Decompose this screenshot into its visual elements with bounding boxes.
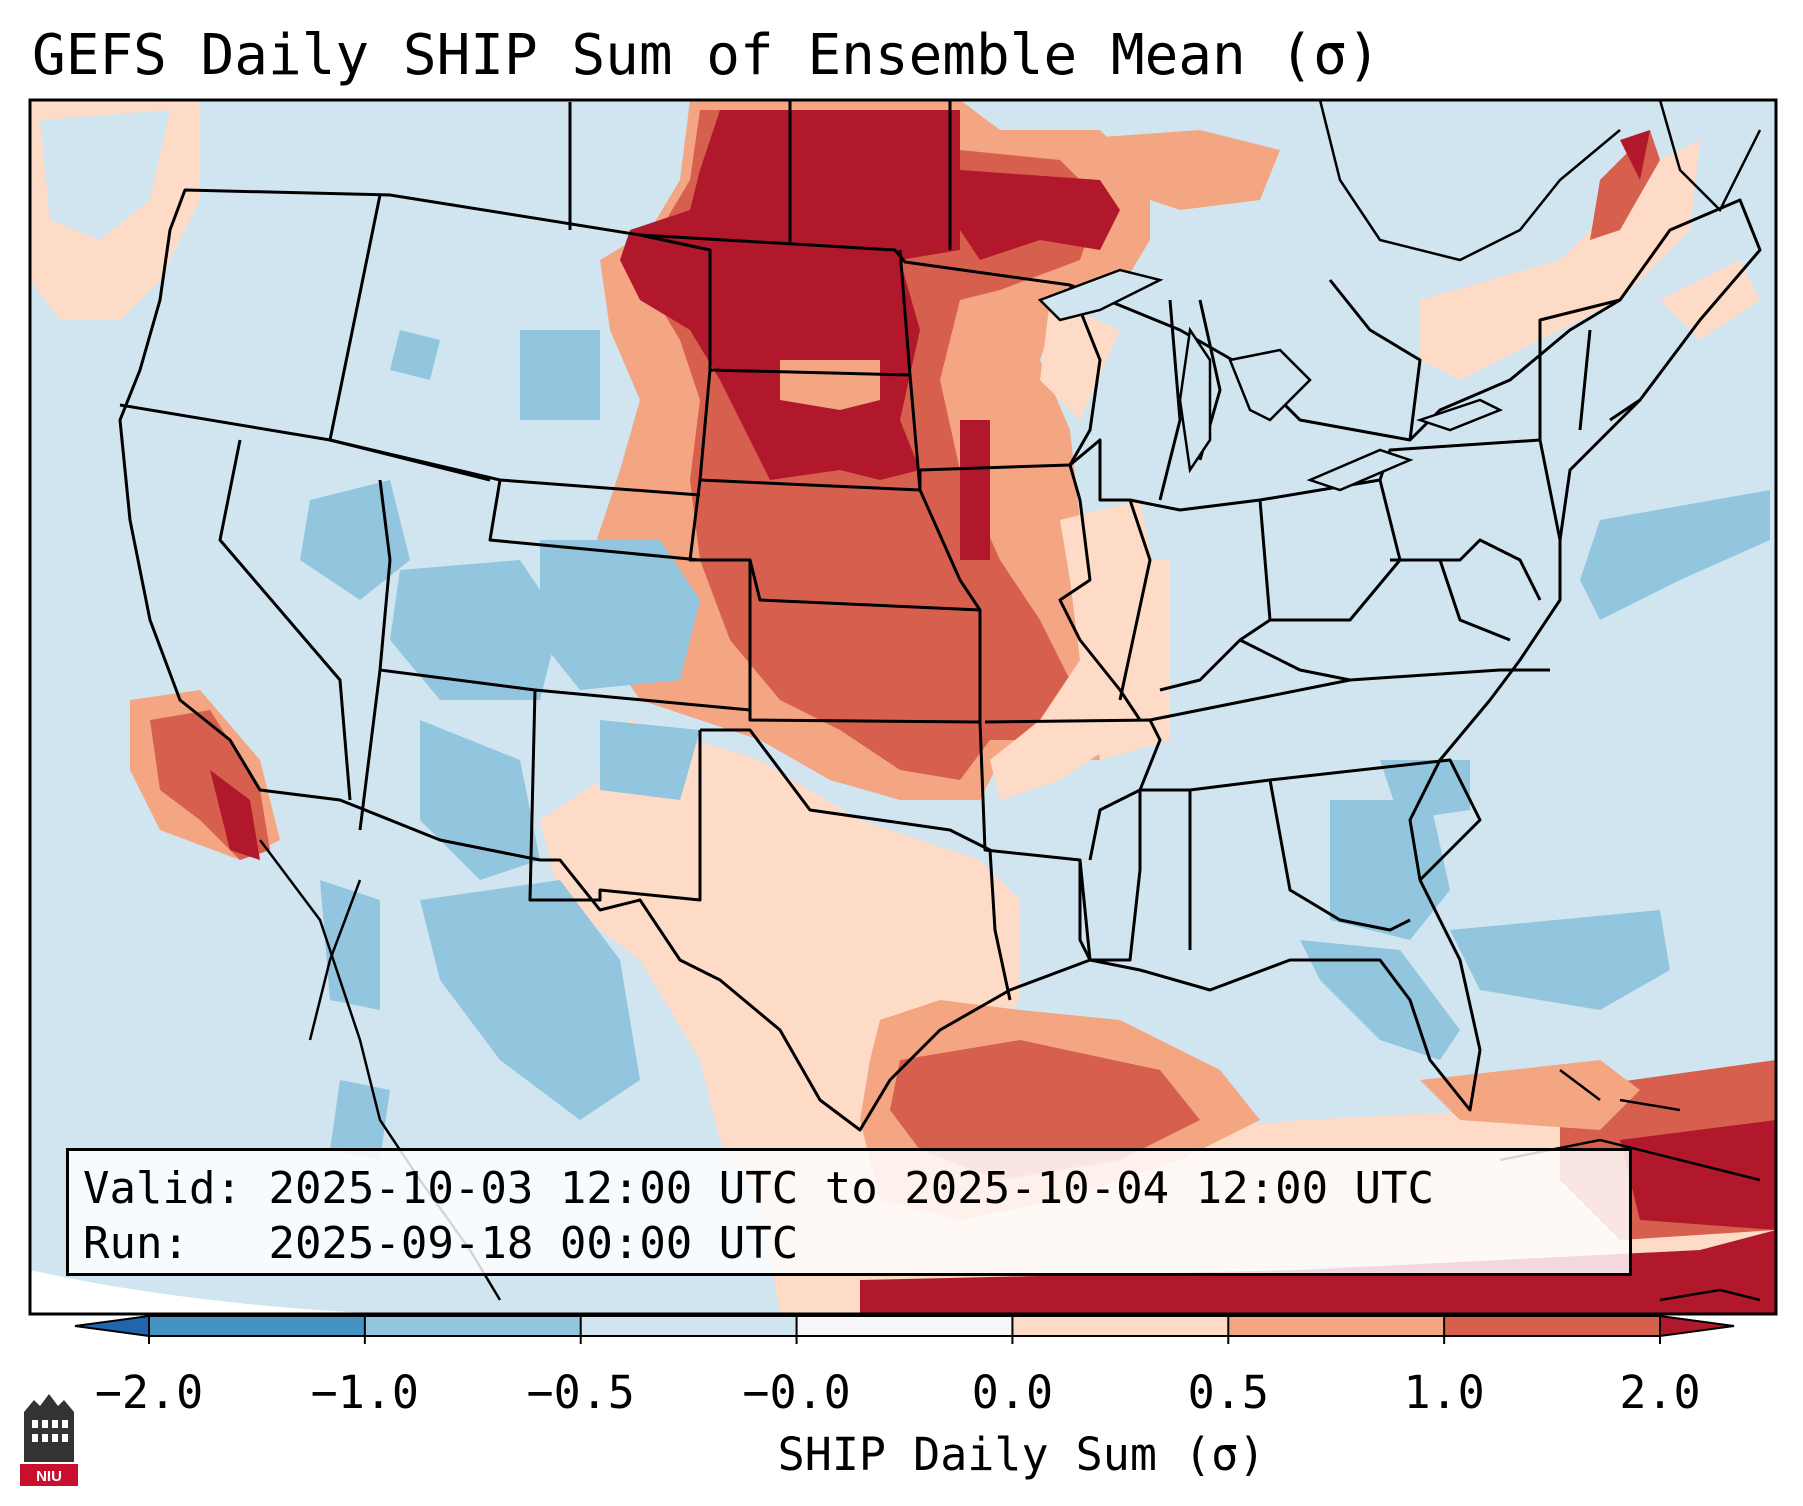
svg-text:NIU: NIU	[36, 1468, 62, 1485]
colorbar-label: SHIP Daily Sum (σ)	[777, 1428, 1266, 1481]
anomaly-field-california	[30, 100, 280, 860]
colorbar-tick-label: 1.0	[1403, 1366, 1485, 1419]
colorbar-bin	[1228, 1316, 1445, 1336]
colorbar-tick-label: −1.0	[310, 1366, 420, 1419]
colorbar-bin	[149, 1316, 366, 1336]
colorbar-frame	[148, 1315, 1661, 1337]
colorbar-bin	[796, 1316, 1013, 1336]
colorbar-tick-label: −2.0	[94, 1366, 204, 1419]
anomaly-field-interior-west	[300, 330, 700, 1160]
anomaly-field-north-plains	[590, 100, 1280, 800]
map-frame	[28, 98, 1778, 1316]
valid-value: 2025-10-03 12:00 UTC to 2025-10-04 12:00…	[268, 1163, 1435, 1214]
projection-edge-bottom-left	[30, 1270, 700, 1314]
info-box: Valid: 2025-10-03 12:00 UTC to 2025-10-0…	[66, 1148, 1632, 1276]
colorbar-tick-label: 2.0	[1619, 1366, 1701, 1419]
map-title: GEFS Daily SHIP Sum of Ensemble Mean (σ)	[32, 23, 1381, 88]
run-label: Run:	[83, 1218, 189, 1269]
colorbar	[149, 1316, 1661, 1336]
colorbar-extend-low	[74, 1314, 150, 1338]
colorbar-tick-label: 0.0	[971, 1366, 1054, 1419]
colorbar-extend-high	[1659, 1314, 1735, 1338]
run-row: Run: 2025-09-18 00:00 UTC	[83, 1216, 1615, 1271]
map-panel	[30, 100, 1776, 1314]
niu-logo: NIU	[20, 1394, 78, 1486]
colorbar-bin	[580, 1316, 798, 1336]
great-lakes	[1037, 268, 1504, 492]
colorbar-bin	[1012, 1316, 1229, 1336]
valid-label: Valid:	[83, 1163, 242, 1214]
colorbar-tick-label: −0.0	[742, 1366, 851, 1419]
colorbar-tick-label: −0.5	[526, 1366, 635, 1419]
valid-row: Valid: 2025-10-03 12:00 UTC to 2025-10-0…	[83, 1161, 1615, 1216]
colorbar-bin	[364, 1316, 582, 1336]
colorbar-tick-label: 0.5	[1187, 1366, 1269, 1419]
colorbar-bin	[1444, 1316, 1661, 1336]
run-value: 2025-09-18 00:00 UTC	[268, 1218, 799, 1269]
